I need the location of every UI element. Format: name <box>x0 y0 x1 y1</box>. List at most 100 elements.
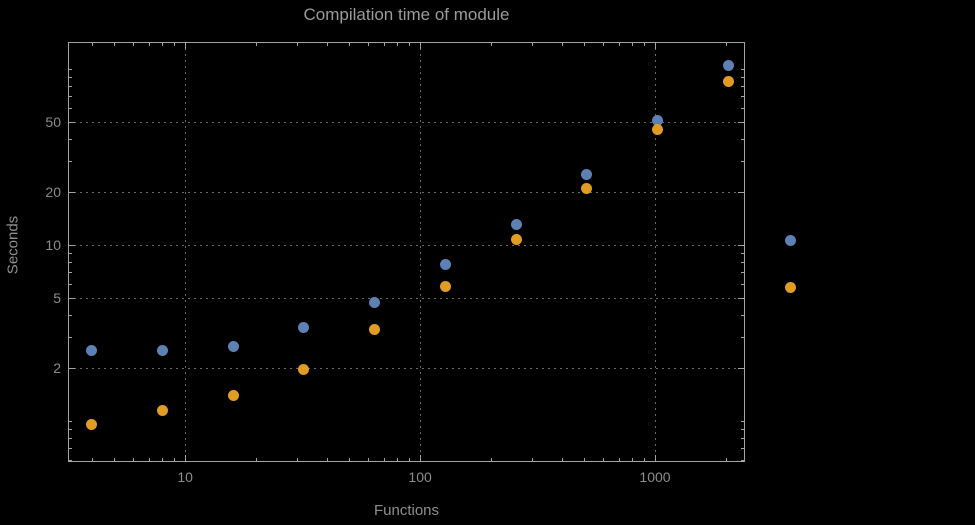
x-tick-mark <box>174 458 176 461</box>
data-point-series-1-blue <box>156 345 168 357</box>
x-tick-mark <box>655 43 656 49</box>
y-tick-mark <box>741 448 744 450</box>
x-tick-mark <box>618 458 620 461</box>
gridline-y-10 <box>68 244 745 246</box>
x-tick-mark <box>397 43 399 46</box>
data-point-series-1-blue <box>439 259 451 271</box>
data-point-series-1-blue <box>227 340 239 352</box>
y-tick-mark <box>738 121 744 123</box>
x-tick-mark <box>326 458 328 461</box>
data-point-series-1-blue <box>651 114 663 126</box>
x-tick-mark <box>655 455 656 461</box>
gridline-y-20 <box>68 191 745 193</box>
y-tick-mark <box>741 336 744 338</box>
y-tick-label: 20 <box>45 183 61 200</box>
x-tick-mark <box>133 43 135 46</box>
data-point-series-1-blue <box>722 59 734 71</box>
x-tick-mark <box>383 458 385 461</box>
x-tick-mark <box>91 43 93 46</box>
y-tick-mark <box>741 283 744 285</box>
data-point-series-1-blue <box>510 219 522 231</box>
x-tick-mark <box>297 43 299 46</box>
y-tick-mark <box>741 85 744 87</box>
data-point-series-2-orange <box>227 389 239 401</box>
x-tick-mark <box>91 458 93 461</box>
y-tick-mark <box>69 121 75 123</box>
x-tick-mark <box>148 458 150 461</box>
x-tick-mark <box>133 458 135 461</box>
y-tick-mark <box>738 297 744 299</box>
data-point-series-1-blue <box>86 345 98 357</box>
y-tick-mark <box>69 261 72 263</box>
y-tick-mark <box>741 420 744 422</box>
x-tick-mark <box>618 43 620 46</box>
y-tick-mark <box>741 107 744 109</box>
data-point-series-2-orange <box>439 281 451 293</box>
y-tick-mark <box>69 244 75 246</box>
x-tick-label: 10 <box>177 469 193 485</box>
data-point-series-2-orange <box>369 324 381 336</box>
x-tick-mark <box>561 43 563 46</box>
gridline-y-50 <box>68 121 745 123</box>
y-tick-mark <box>738 367 744 369</box>
y-tick-mark <box>69 138 72 140</box>
x-tick-mark <box>602 458 604 461</box>
x-tick-mark <box>326 43 328 46</box>
y-tick-mark <box>741 160 744 162</box>
y-tick-mark <box>69 160 72 162</box>
x-tick-mark <box>162 458 164 461</box>
y-tick-mark <box>69 314 72 316</box>
y-tick-mark <box>741 138 744 140</box>
y-tick-mark <box>741 96 744 98</box>
data-point-series-2-orange <box>510 233 522 245</box>
legend-marker-orange <box>784 281 796 293</box>
y-tick-mark <box>69 438 72 440</box>
x-tick-mark <box>255 43 257 46</box>
legend-marker-blue <box>784 234 796 246</box>
x-tick-mark <box>174 43 176 46</box>
x-tick-mark <box>644 458 646 461</box>
x-tick-mark <box>584 43 586 46</box>
y-tick-mark <box>741 252 744 254</box>
data-point-series-1-blue <box>581 169 593 181</box>
y-tick-mark <box>741 76 744 78</box>
x-tick-mark <box>532 43 534 46</box>
y-tick-mark <box>69 252 72 254</box>
y-tick-mark <box>69 448 72 450</box>
x-tick-mark <box>367 458 369 461</box>
x-tick-mark <box>409 43 411 46</box>
gridline-x-10 <box>185 42 187 462</box>
y-tick-mark <box>738 191 744 193</box>
x-tick-mark <box>114 458 116 461</box>
x-tick-mark <box>725 458 727 461</box>
y-tick-mark <box>741 438 744 440</box>
x-tick-mark <box>409 458 411 461</box>
data-point-series-2-orange <box>581 182 593 194</box>
x-tick-label: 1000 <box>639 469 671 485</box>
x-tick-mark <box>725 43 727 46</box>
x-tick-mark <box>644 43 646 46</box>
y-tick-mark <box>741 261 744 263</box>
x-tick-mark <box>490 458 492 461</box>
data-point-series-1-blue <box>298 321 310 333</box>
x-tick-mark <box>490 43 492 46</box>
y-tick-mark <box>69 420 72 422</box>
data-point-series-2-orange <box>722 75 734 87</box>
x-tick-mark <box>532 458 534 461</box>
y-tick-mark <box>69 85 72 87</box>
x-tick-mark <box>349 43 351 46</box>
y-tick-mark <box>69 460 72 462</box>
y-tick-mark <box>69 191 75 193</box>
x-tick-mark <box>420 43 422 49</box>
chart-title: Compilation time of module <box>303 5 510 24</box>
x-axis-label: Functions <box>373 502 440 519</box>
y-tick-mark <box>69 367 75 369</box>
y-tick-mark <box>741 460 744 462</box>
y-tick-mark <box>741 429 744 431</box>
y-tick-mark <box>69 68 72 70</box>
x-tick-mark <box>602 43 604 46</box>
x-tick-mark <box>397 458 399 461</box>
x-tick-mark <box>367 43 369 46</box>
data-point-series-2-orange <box>156 404 168 416</box>
y-tick-mark <box>69 283 72 285</box>
